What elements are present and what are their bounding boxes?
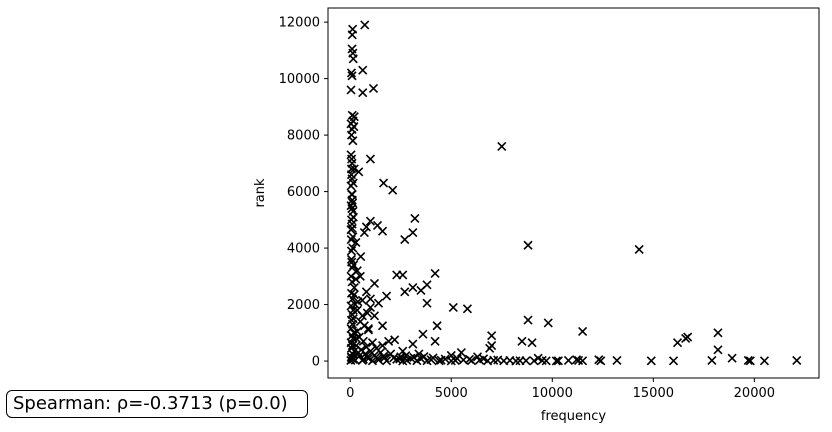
data-point-marker xyxy=(431,337,439,345)
data-point-marker xyxy=(409,340,417,348)
x-tick-label: 5000 xyxy=(435,386,468,401)
y-tick-label: 10000 xyxy=(279,72,320,87)
data-point-marker xyxy=(349,137,357,145)
data-point-marker xyxy=(347,131,355,139)
data-point-marker xyxy=(359,89,367,97)
y-tick-label: 4000 xyxy=(287,242,320,257)
data-point-marker xyxy=(349,213,357,221)
spearman-annotation-text: Spearman: ρ=-0.3713 (p=0.0) xyxy=(13,393,288,414)
data-point-marker xyxy=(417,286,425,294)
data-point-marker xyxy=(401,288,409,296)
data-point-marker xyxy=(361,21,369,29)
y-tick-label: 6000 xyxy=(287,185,320,200)
data-point-marker xyxy=(366,295,374,303)
data-point-marker xyxy=(793,356,801,364)
data-point-marker xyxy=(647,357,655,365)
data-point-marker xyxy=(528,339,536,347)
data-point-marker xyxy=(379,322,387,330)
data-point-marker xyxy=(409,284,417,292)
data-point-marker xyxy=(362,288,370,296)
data-point-marker xyxy=(579,327,587,335)
data-point-marker xyxy=(530,357,538,365)
data-point-marker xyxy=(366,217,374,225)
data-point-marker xyxy=(486,344,494,352)
data-point-marker xyxy=(714,329,722,337)
data-point-marker xyxy=(370,312,378,320)
data-point-marker xyxy=(379,227,387,235)
data-point-marker xyxy=(409,229,417,237)
data-point-marker xyxy=(613,356,621,364)
x-axis-ticks: 0 5000 10000 15000 20000 xyxy=(346,378,775,401)
x-tick-label: 20000 xyxy=(734,386,775,401)
data-point-marker xyxy=(518,337,526,345)
data-point-marker xyxy=(389,186,397,194)
data-point-marker xyxy=(370,279,378,287)
data-point-marker xyxy=(708,356,716,364)
data-point-marker xyxy=(728,354,736,362)
data-point-marker xyxy=(544,319,552,327)
y-tick-label: 2000 xyxy=(287,298,320,313)
data-point-marker xyxy=(449,303,457,311)
y-tick-label: 12000 xyxy=(279,16,320,31)
x-tick-label: 0 xyxy=(346,386,354,401)
data-point-marker xyxy=(564,356,572,364)
data-point-marker xyxy=(364,326,372,334)
data-point-marker xyxy=(488,332,496,340)
y-tick-label: 0 xyxy=(312,355,320,370)
data-point-marker xyxy=(431,269,439,277)
spearman-annotation: Spearman: ρ=-0.3713 (p=0.0) xyxy=(6,390,308,418)
data-point-marker xyxy=(411,214,419,222)
data-point-marker xyxy=(349,55,357,63)
x-tick-label: 10000 xyxy=(532,386,573,401)
data-point-marker xyxy=(506,356,514,364)
data-point-marker xyxy=(366,155,374,163)
data-point-marker xyxy=(433,322,441,330)
data-point-marker xyxy=(670,357,678,365)
data-point-marker xyxy=(524,241,532,249)
data-point-marker xyxy=(635,245,643,253)
data-point-marker xyxy=(375,299,383,307)
data-point-marker xyxy=(419,330,427,338)
data-point-marker xyxy=(347,86,355,94)
data-point-marker xyxy=(714,346,722,354)
data-point-marker xyxy=(357,253,365,261)
data-points xyxy=(347,21,801,365)
data-point-marker xyxy=(348,190,356,198)
data-point-marker xyxy=(380,179,388,187)
plot-area-frame xyxy=(328,8,819,378)
y-tick-label: 8000 xyxy=(287,129,320,144)
data-point-marker xyxy=(383,357,391,365)
data-point-marker xyxy=(423,299,431,307)
data-point-marker xyxy=(355,168,363,176)
data-point-marker xyxy=(347,247,355,255)
data-point-marker xyxy=(760,357,768,365)
data-point-marker xyxy=(369,84,377,92)
data-point-marker xyxy=(674,339,682,347)
data-point-marker xyxy=(359,66,367,74)
data-point-marker xyxy=(401,236,409,244)
data-point-marker xyxy=(524,316,532,324)
data-point-marker xyxy=(364,325,372,333)
data-point-marker xyxy=(399,271,407,279)
x-axis-label: frequency xyxy=(541,409,607,424)
data-point-marker xyxy=(463,305,471,313)
y-axis-label: rank xyxy=(253,178,268,208)
data-point-marker xyxy=(498,142,506,150)
x-tick-label: 15000 xyxy=(633,386,674,401)
data-point-marker xyxy=(348,31,356,39)
data-point-marker xyxy=(383,292,391,300)
y-axis-ticks: 0 2000 4000 6000 8000 10000 12000 xyxy=(279,16,328,370)
